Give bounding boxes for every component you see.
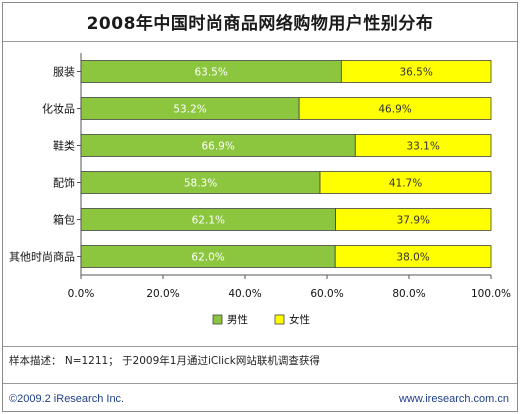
data-label: 58.3%	[184, 178, 217, 190]
footer-divider	[3, 383, 517, 384]
x-tick-label: 20.0%	[146, 288, 179, 300]
legend-label: 男性	[227, 313, 248, 326]
bar-segment	[298, 97, 492, 120]
category-label: 箱包	[53, 213, 75, 227]
category-label: 服装	[53, 66, 75, 79]
bar-segment	[335, 208, 492, 231]
category-label: 鞋类	[53, 139, 75, 153]
data-label: 63.5%	[194, 67, 227, 79]
bar-segment	[340, 60, 492, 83]
legend-swatch	[274, 314, 285, 325]
data-label: 46.9%	[378, 104, 411, 116]
bar-segment	[319, 171, 492, 194]
legend-swatch	[212, 314, 223, 325]
title-divider	[3, 41, 517, 42]
x-tick-label: 0.0%	[68, 288, 95, 300]
data-label: 33.1%	[406, 141, 439, 153]
sample-note: 样本描述： N=1211； 于2009年1月通过iClick网站联机调查获得	[9, 355, 320, 367]
x-tick-label: 40.0%	[228, 288, 261, 300]
category-label: 配饰	[53, 176, 75, 190]
website: www.iresearch.com.cn	[398, 393, 509, 405]
chart-title: 2008年中国时尚商品网络购物用户性别分布	[86, 14, 434, 34]
note-divider	[3, 346, 517, 347]
data-label: 62.1%	[192, 215, 225, 227]
data-label: 62.0%	[191, 252, 224, 264]
data-label: 53.2%	[173, 104, 206, 116]
data-label: 66.9%	[201, 141, 234, 153]
bar-segment	[334, 245, 492, 268]
x-tick-label: 100.0%	[471, 288, 511, 300]
data-label: 37.9%	[397, 215, 430, 227]
category-label: 其他时尚商品	[9, 250, 75, 264]
bar-segment	[354, 134, 492, 157]
legend-label: 女性	[289, 313, 310, 326]
x-tick-label: 60.0%	[310, 288, 343, 300]
category-label: 化妆品	[42, 102, 75, 116]
x-tick-label: 80.0%	[392, 288, 425, 300]
bar-chart: 服装 63.5% 36.5% 化妆品 53.2% 46.9% 鞋类 66.9% 33.1% 配饰 5…	[9, 53, 511, 326]
data-label: 36.5%	[399, 67, 432, 79]
data-label: 38.0%	[396, 252, 429, 264]
data-label: 41.7%	[389, 178, 422, 190]
copyright: ©2009.2 iResearch Inc.	[9, 393, 125, 405]
